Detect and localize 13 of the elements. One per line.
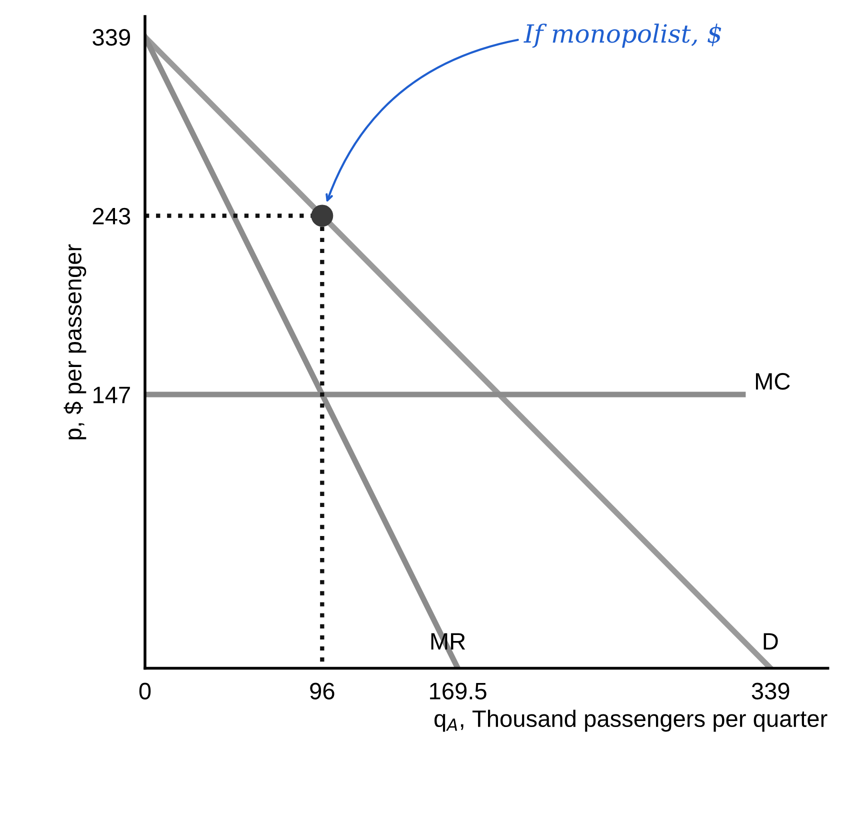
y-tick-label: 339 <box>92 29 130 46</box>
x-tick-label: 0 <box>139 682 151 700</box>
y-tick-label: 147 <box>94 386 130 404</box>
y-tick-label: 243 <box>92 208 130 225</box>
x-tick-label: 169.5 <box>430 682 486 700</box>
series-label: D <box>764 633 778 650</box>
x-tick-label: 339 <box>752 682 790 700</box>
y-axis-title: p, $ per passenger <box>64 244 86 440</box>
annotation: If monopolist, $ <box>524 24 722 48</box>
series-label: MR <box>431 633 466 650</box>
x-tick-label: 96 <box>310 682 334 700</box>
x-axis-title: q$_{A}$, Thousand passengers per quarter <box>434 710 828 732</box>
series-label: MC <box>756 373 790 390</box>
